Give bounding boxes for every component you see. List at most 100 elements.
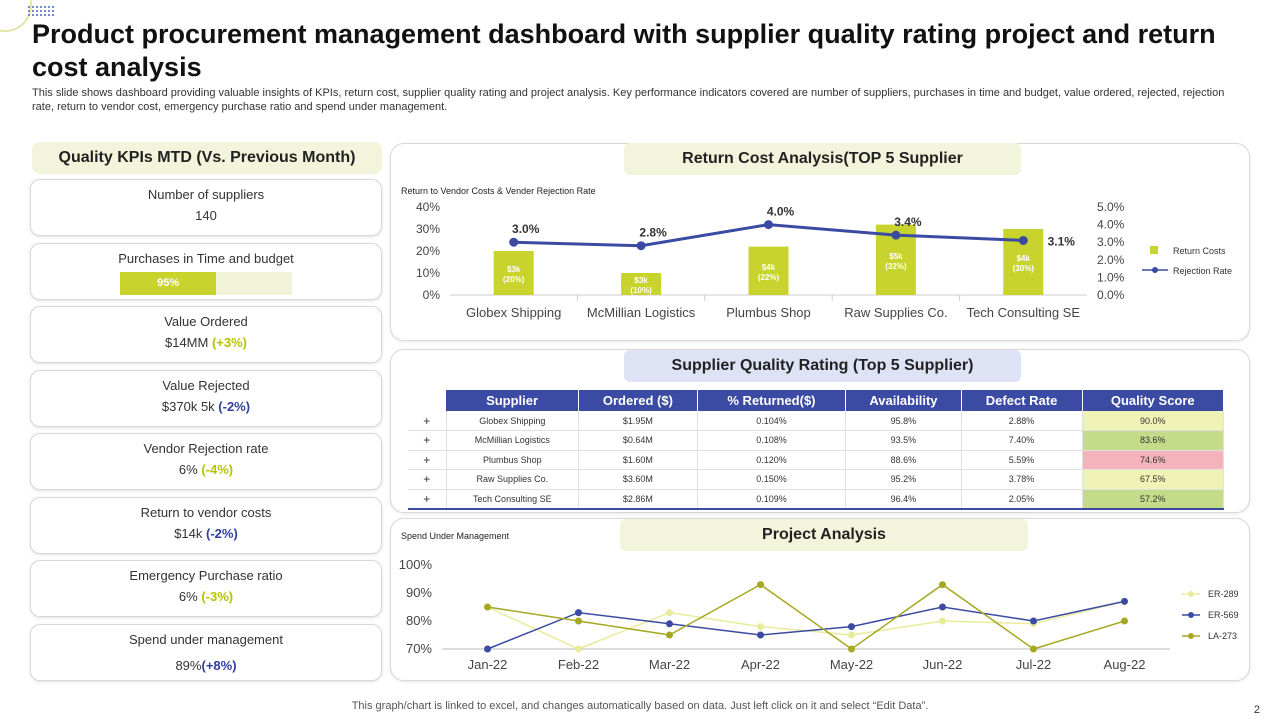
series-point-er-569 [666, 620, 673, 628]
kpi-card-purchases: Purchases in Time and budget 95% [30, 243, 382, 300]
left-axis-tick-label: 0% [423, 288, 441, 302]
x-axis-category-label: Tech Consulting SE [967, 305, 1081, 320]
expand-column-header [408, 390, 446, 411]
return-cost-bar [748, 246, 789, 295]
y-axis-tick-label: 80% [406, 613, 432, 628]
series-point-la-273 [1030, 645, 1037, 653]
kpi-value: 89%(+8%) [31, 658, 381, 673]
supplier-cell: Tech Consulting SE [446, 489, 580, 510]
legend-rejection-rate-label: Rejection Rate [1173, 266, 1232, 276]
legend-marker-er-289 [1188, 591, 1194, 597]
right-axis-tick-label: 3.0% [1097, 235, 1125, 249]
kpi-change: (+8%) [201, 658, 237, 673]
expand-row-button[interactable]: + [408, 430, 447, 451]
column-header: % Returned($) [697, 390, 847, 411]
left-axis-tick-label: 30% [416, 222, 440, 236]
legend-marker-er-569 [1188, 612, 1194, 618]
series-point-er-289 [666, 609, 673, 617]
table-row: + McMillian Logistics $0.64M 0.108% 93.5… [408, 430, 1225, 451]
series-point-la-273 [484, 603, 491, 611]
quality-score-cell: 57.2% [1082, 489, 1225, 510]
x-axis-category-label: Raw Supplies Co. [844, 305, 947, 320]
ordered-cell: $3.60M [578, 469, 698, 490]
rejection-rate-point [1018, 235, 1028, 245]
supplier-cell: McMillian Logistics [446, 430, 580, 451]
left-axis-tick-label: 40% [416, 200, 440, 214]
kpi-amount: 6% [178, 589, 198, 604]
return-cost-bar [621, 273, 662, 295]
rejection-rate-label: 3.4% [894, 215, 922, 229]
supplier-quality-title: Supplier Quality Rating (Top 5 Supplier) [624, 350, 1021, 382]
x-axis-category-label: Plumbus Shop [726, 305, 811, 320]
returned-cell: 0.104% [697, 411, 847, 431]
expand-row-button[interactable]: + [408, 411, 447, 431]
expand-row-button[interactable]: + [408, 469, 447, 490]
decorative-dots [27, 5, 55, 17]
return-chart-caption: Return to Vendor Costs & Vender Rejectio… [401, 186, 596, 196]
series-point-la-273 [939, 581, 946, 589]
kpi-label: Value Rejected [162, 378, 250, 393]
series-point-er-289 [575, 645, 582, 653]
rejection-rate-point [509, 237, 519, 247]
quality-score-cell: 74.6% [1082, 450, 1225, 470]
project-analysis-chart: 70% 80% 90% 100% Jan-22 Feb-22 Mar-22 Apr-22 May… [399, 557, 1239, 672]
series-line-er-289 [487, 600, 1125, 650]
series-point-er-569 [848, 623, 855, 631]
legend-label-er-569: ER-569 [1208, 610, 1239, 620]
bar-value-label: $4k [762, 263, 776, 272]
returned-cell: 0.120% [697, 450, 847, 470]
rejection-rate-label: 3.1% [1048, 234, 1076, 248]
column-header: Supplier [446, 390, 580, 411]
purchases-progress-fill: 95% [120, 272, 217, 295]
bar-percent-label: (32%) [885, 262, 907, 271]
kpi-value: 6% (-4%) [31, 462, 381, 477]
kpi-card-rejection-rate: Vendor Rejection rate 6% (-4%) [30, 433, 382, 490]
series-point-er-289 [939, 617, 946, 625]
quality-score-cell: 90.0% [1082, 411, 1225, 431]
availability-cell: 93.5% [845, 430, 962, 451]
defect-rate-cell: 5.59% [961, 450, 1083, 470]
legend-label-er-289: ER-289 [1208, 589, 1239, 599]
series-point-er-569 [484, 645, 491, 653]
rejection-rate-label: 2.8% [639, 226, 667, 240]
return-cost-chart: 0% 10% 20% 30% 40% 0.0% 1.0% 2.0% 3.0% 4.0% 5.0% $3… [416, 200, 1232, 320]
availability-cell: 88.6% [845, 450, 962, 470]
returned-cell: 0.108% [697, 430, 847, 451]
x-axis-category-label: Mar-22 [649, 657, 690, 672]
table-row: + Tech Consulting SE $2.86M 0.109% 96.4%… [408, 489, 1225, 510]
kpi-value: $370k 5k (-2%) [31, 399, 381, 414]
series-point-er-569 [757, 631, 764, 639]
rejection-rate-label: 4.0% [767, 205, 795, 219]
quality-score-cell: 67.5% [1082, 469, 1225, 490]
kpi-amount: 6% [178, 462, 198, 477]
bar-percent-label: (30%) [1013, 264, 1035, 273]
x-axis-category-label: Jul-22 [1016, 657, 1051, 672]
kpi-label: Value Ordered [164, 314, 248, 329]
supplier-cell: Globex Shipping [446, 411, 580, 431]
defect-rate-cell: 2.88% [961, 411, 1083, 431]
return-cost-bar [493, 251, 534, 295]
y-axis-tick-label: 70% [406, 641, 432, 656]
kpi-value: $14k (-2%) [31, 526, 381, 541]
expand-row-button[interactable]: + [408, 450, 447, 470]
series-point-la-273 [666, 631, 673, 639]
right-axis-tick-label: 2.0% [1097, 253, 1125, 267]
legend-rejection-rate-marker [1152, 267, 1158, 273]
kpi-change: (-3%) [201, 589, 234, 604]
series-point-er-289 [757, 623, 764, 631]
supplier-quality-table: Supplier Ordered ($) % Returned($) Avail… [408, 390, 1225, 510]
bar-value-label: $3k [634, 276, 648, 285]
y-axis-tick-label: 90% [406, 585, 432, 600]
bar-percent-label: (22%) [758, 273, 780, 282]
x-axis-category-label: Apr-22 [741, 657, 780, 672]
kpi-amount: $14k [174, 526, 203, 541]
series-point-la-273 [848, 645, 855, 653]
kpi-card-value-ordered: Value Ordered $14MM (+3%) [30, 306, 382, 363]
kpi-change: (-2%) [206, 526, 238, 541]
legend-marker-la-273 [1188, 633, 1194, 639]
availability-cell: 95.2% [845, 469, 962, 490]
series-point-la-273 [757, 581, 764, 589]
right-axis-tick-label: 4.0% [1097, 218, 1125, 232]
expand-row-button[interactable]: + [408, 489, 447, 510]
series-point-er-569 [1030, 617, 1037, 625]
